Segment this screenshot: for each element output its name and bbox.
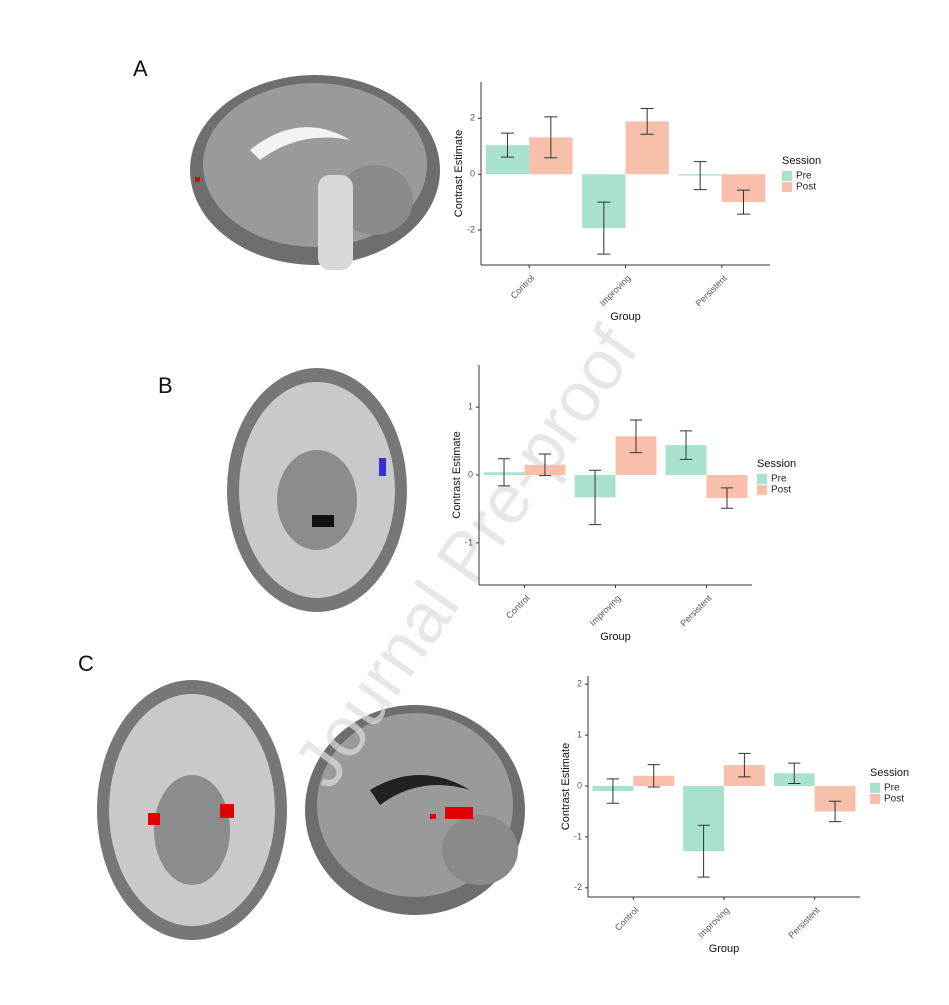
bar — [706, 475, 748, 499]
y-tick-label: -2 — [467, 224, 475, 234]
error-bar — [788, 762, 801, 784]
y-tick-label: -1 — [465, 537, 473, 547]
legend-swatch — [757, 485, 767, 495]
legend-title: Session — [870, 767, 909, 779]
legend-swatch — [782, 171, 792, 181]
error-bar — [606, 778, 620, 804]
x-tick-label: Control — [509, 273, 537, 301]
x-tick-label: Control — [613, 905, 641, 933]
y-tick-label: 1 — [577, 729, 582, 739]
panel-label: A — [133, 56, 148, 81]
error-bar — [544, 116, 558, 159]
x-tick-label: Improving — [588, 593, 623, 628]
brain-axial-b — [227, 368, 407, 612]
error-bar — [597, 201, 611, 255]
error-bar — [500, 132, 514, 158]
error-bar — [679, 430, 693, 460]
error-bar — [647, 764, 660, 788]
error-bar — [538, 453, 552, 477]
y-axis-label: Contrast Estimate — [451, 431, 463, 518]
error-bar — [640, 108, 654, 135]
y-tick-label: -1 — [574, 831, 582, 841]
error-bar — [697, 824, 710, 878]
x-tick-label: Improving — [696, 905, 731, 940]
legend-label: Pre — [884, 783, 900, 794]
legend-label: Pre — [771, 474, 787, 485]
y-tick-label: 2 — [470, 113, 475, 123]
y-axis-label: Contrast Estimate — [453, 130, 465, 217]
y-tick-label: 0 — [468, 469, 473, 479]
y-axis-label: Contrast Estimate — [560, 743, 572, 830]
legend-label: Post — [771, 485, 791, 496]
y-tick-label: 1 — [468, 401, 473, 411]
panel-label: B — [158, 373, 173, 398]
error-bar — [828, 800, 842, 823]
x-tick-label: Control — [504, 593, 532, 621]
brain-sagittal-c — [305, 705, 525, 915]
legend-swatch — [757, 474, 767, 484]
x-axis-label: Group — [600, 631, 631, 643]
error-bar — [720, 487, 734, 509]
x-axis-label: Group — [709, 943, 740, 955]
legend-title: Session — [757, 458, 796, 470]
error-bar — [693, 161, 707, 191]
x-tick-label: Persistent — [678, 593, 714, 629]
x-tick-label: Persistent — [786, 905, 822, 941]
legend-title: Session — [782, 155, 821, 167]
legend-swatch — [870, 794, 880, 804]
x-tick-label: Improving — [598, 273, 633, 308]
y-tick-label: -2 — [574, 882, 582, 892]
error-bar — [497, 458, 511, 487]
error-bar — [737, 189, 751, 215]
x-tick-label: Persistent — [694, 273, 730, 309]
y-tick-label: 0 — [470, 169, 475, 179]
y-tick-label: 0 — [577, 780, 582, 790]
brain-sagittal-a — [190, 75, 440, 270]
legend-label: Post — [796, 182, 816, 193]
brain-axial-c — [97, 680, 287, 940]
y-tick-label: 2 — [577, 679, 582, 689]
legend-swatch — [870, 783, 880, 793]
panel-label: C — [78, 651, 94, 676]
legend-label: Pre — [796, 171, 812, 182]
x-axis-label: Group — [610, 311, 641, 323]
error-bar — [738, 752, 751, 778]
legend-label: Post — [884, 794, 904, 805]
error-bar — [629, 419, 643, 454]
error-bar — [588, 469, 602, 526]
legend-swatch — [782, 182, 792, 192]
